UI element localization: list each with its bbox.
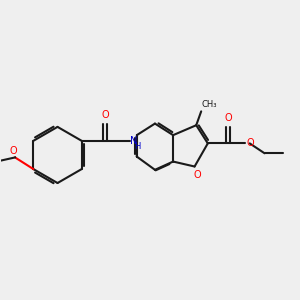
Text: O: O [10, 146, 17, 156]
Text: H: H [134, 142, 141, 151]
Text: O: O [224, 113, 232, 123]
Text: O: O [101, 110, 109, 120]
Text: CH₃: CH₃ [202, 100, 217, 109]
Text: O: O [194, 170, 201, 180]
Text: N: N [130, 136, 138, 146]
Text: O: O [246, 138, 254, 148]
